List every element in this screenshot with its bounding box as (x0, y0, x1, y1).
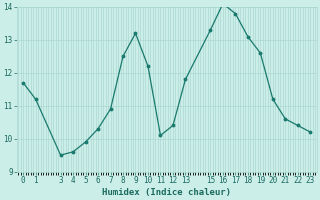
X-axis label: Humidex (Indice chaleur): Humidex (Indice chaleur) (102, 188, 231, 197)
